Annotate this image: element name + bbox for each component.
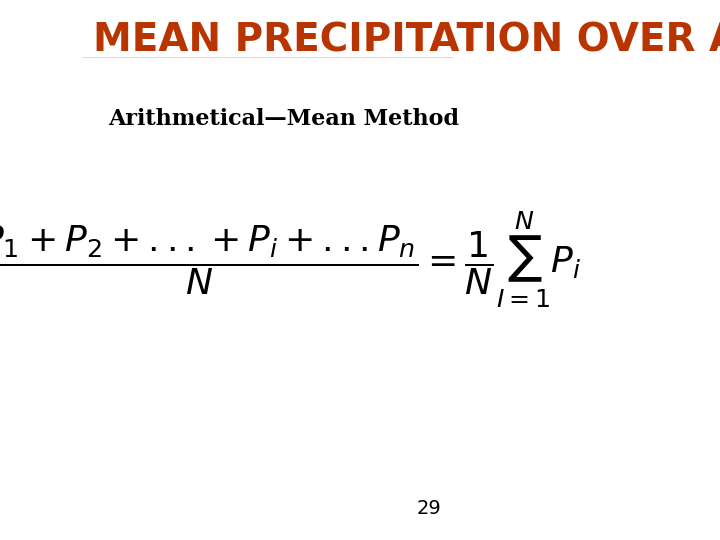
Text: MEAN PRECIPITATION OVER AN AREA: MEAN PRECIPITATION OVER AN AREA <box>94 22 720 59</box>
Text: $\bar{P} = \dfrac{P_1 + P_2 + ...+ P_i + ...P_n}{N} = \dfrac{1}{N}\sum_{I=1}^{N}: $\bar{P} = \dfrac{P_1 + P_2 + ...+ P_i +… <box>0 209 582 309</box>
Text: 29: 29 <box>416 500 441 518</box>
Text: Arithmetical—Mean Method: Arithmetical—Mean Method <box>108 108 459 130</box>
